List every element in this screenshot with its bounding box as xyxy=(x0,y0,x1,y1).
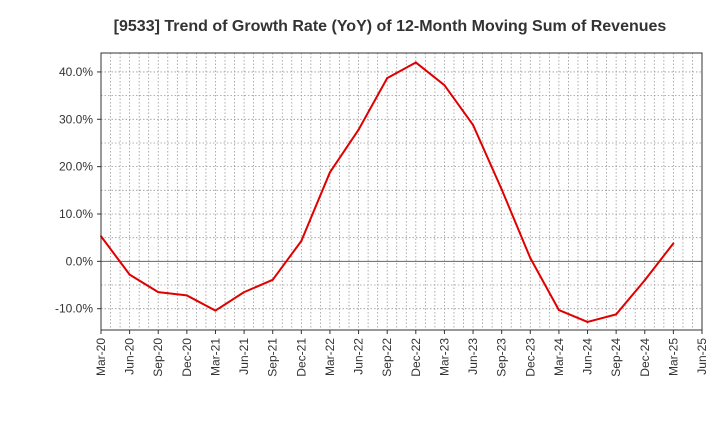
x-tick-label: Mar-21 xyxy=(208,338,222,376)
data-point xyxy=(214,309,217,312)
x-tick-label: Sep-22 xyxy=(380,338,394,377)
series-layer xyxy=(100,61,675,323)
x-tick-label: Mar-20 xyxy=(94,338,108,376)
data-point xyxy=(443,84,446,87)
data-point xyxy=(157,291,160,294)
data-point xyxy=(300,239,303,242)
x-tick-label: Dec-24 xyxy=(638,338,652,377)
x-tick-label: Jun-23 xyxy=(466,338,480,375)
grid-layer xyxy=(101,53,702,330)
x-tick-label: Mar-24 xyxy=(552,338,566,376)
data-point xyxy=(386,77,389,80)
y-tick-label: 0.0% xyxy=(66,254,94,268)
data-point xyxy=(672,242,675,245)
x-tick-label: Jun-25 xyxy=(695,338,709,375)
x-tick-label: Sep-21 xyxy=(266,338,280,377)
data-point xyxy=(328,171,331,174)
chart-title: [9533] Trend of Growth Rate (YoY) of 12-… xyxy=(114,18,667,35)
x-tick-label: Mar-25 xyxy=(666,338,680,376)
data-point xyxy=(414,61,417,64)
data-point xyxy=(128,273,131,276)
x-tick-label: Mar-22 xyxy=(323,338,337,376)
x-tick-label: Sep-23 xyxy=(495,338,509,377)
data-point xyxy=(357,128,360,131)
data-point xyxy=(243,291,246,294)
x-tick-label: Jun-21 xyxy=(237,338,251,375)
y-tick-label: 30.0% xyxy=(59,112,93,126)
y-tick-label: 10.0% xyxy=(59,207,93,221)
data-point xyxy=(185,294,188,297)
y-tick-label: -10.0% xyxy=(55,302,93,316)
plot-background xyxy=(101,53,702,330)
x-tick-label: Dec-20 xyxy=(180,338,194,377)
frame-layer xyxy=(100,52,703,331)
data-point xyxy=(271,278,274,281)
x-tick-label: Dec-22 xyxy=(409,338,423,377)
x-tick-label: Sep-20 xyxy=(151,338,165,377)
data-point xyxy=(557,309,560,312)
data-point xyxy=(586,320,589,323)
x-tick-label: Jun-24 xyxy=(581,338,595,375)
data-point xyxy=(472,123,475,126)
y-tick-label: 20.0% xyxy=(59,160,93,174)
x-tick-label: Jun-20 xyxy=(123,338,137,375)
x-tick-label: Sep-24 xyxy=(609,338,623,377)
plot-frame xyxy=(100,52,703,331)
data-point xyxy=(529,257,532,260)
data-point xyxy=(500,188,503,191)
x-tick-label: Dec-21 xyxy=(294,338,308,377)
x-tick-label: Dec-23 xyxy=(523,338,537,377)
y-axis-ticks: -10.0% 0.0% 10.0% 20.0% 30.0% 40.0% xyxy=(55,65,101,316)
data-point xyxy=(615,313,618,316)
x-tick-label: Mar-23 xyxy=(437,338,451,376)
x-axis-ticks: Mar-20 Jun-20 Sep-20 Dec-20 Mar-21 Jun-21 Sep-… xyxy=(94,330,709,377)
data-point xyxy=(643,279,646,282)
x-tick-label: Jun-22 xyxy=(352,338,366,375)
y-tick-label: 40.0% xyxy=(59,65,93,79)
